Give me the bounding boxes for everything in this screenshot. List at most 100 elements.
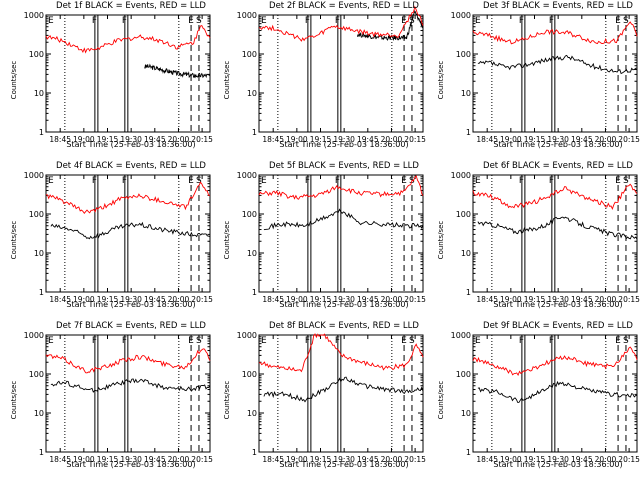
x-tick-label: 19:15 [310, 135, 332, 144]
events-series-line [477, 216, 638, 240]
x-tick-label: 18:45 [476, 455, 498, 464]
lld-series-line [258, 333, 424, 373]
y-axis-title: Counts/sec [223, 60, 231, 100]
chart-svg: 1 10 100 1000 18:45 19:00 19:15 19:30 19:45 20:00… [237, 5, 426, 144]
detector-panel: 1 10 100 1000 18:45 19:00 19:15 19:30 19:45 20:00… [213, 0, 426, 160]
chart-svg: 1 10 100 1000 18:45 19:00 19:15 19:30 19:45 20:00… [24, 331, 213, 464]
y-tick-label: 1 [39, 128, 44, 137]
x-axis-title: Start Time (25-Feb-03 18:36:00) [493, 140, 623, 149]
marker-label: E [475, 336, 481, 346]
lld-series-line [258, 175, 424, 200]
x-tick-label: 19:45 [357, 455, 379, 464]
chart-svg: 1 10 100 1000 18:45 19:00 19:15 19:30 19:45 20:00… [24, 11, 213, 144]
marker-label: E [261, 16, 267, 26]
marker-label: S [196, 176, 202, 186]
x-tick-label: 19:15 [524, 135, 546, 144]
chart-svg: 1 10 100 1000 18:45 19:00 19:15 19:30 19:45 20:00… [451, 331, 640, 464]
x-tick-label: 19:15 [310, 455, 332, 464]
y-axis-title: Counts/sec [10, 60, 18, 100]
chart-title: Det 1f BLACK = Events, RED = LLD [56, 1, 206, 11]
x-tick-label: 20:15 [618, 135, 640, 144]
x-tick-label: 19:45 [357, 295, 379, 304]
y-tick-label: 100 [242, 210, 257, 219]
marker-label: F [122, 16, 127, 26]
chart-svg: 1 10 100 1000 18:45 19:00 19:15 19:30 19:45 20:00… [451, 11, 640, 144]
x-tick-label: 20:15 [618, 455, 640, 464]
lld-series-line [258, 5, 424, 42]
x-axis-title: Start Time (25-Feb-03 18:36:00) [66, 300, 196, 309]
x-tick-label: 19:15 [310, 295, 332, 304]
y-tick-label: 1 [39, 288, 44, 297]
chart-title: Det 3f BLACK = Events, RED = LLD [483, 1, 633, 11]
x-tick-label: 20:15 [191, 455, 213, 464]
x-axis-title: Start Time (25-Feb-03 18:36:00) [493, 300, 623, 309]
detector-panel: 1 10 100 1000 18:45 19:00 19:15 19:30 19:45 20:00… [427, 0, 640, 160]
x-tick-label: 19:00 [500, 455, 522, 464]
lld-series-line [472, 21, 638, 45]
chart-svg: 1 10 100 1000 18:45 19:00 19:15 19:30 19:45 20:00… [237, 171, 426, 304]
lld-series-line [472, 346, 638, 376]
marker-label: E [188, 16, 194, 26]
chart-svg: 1 10 100 1000 18:45 19:00 19:15 19:30 19:45 20:00… [451, 171, 640, 304]
marker-label: F [92, 336, 97, 346]
x-axis-title: Start Time (25-Feb-03 18:36:00) [493, 460, 623, 469]
marker-label: F [549, 176, 554, 186]
x-axis-title: Start Time (25-Feb-03 18:36:00) [279, 460, 409, 469]
x-axis-title: Start Time (25-Feb-03 18:36:00) [279, 140, 409, 149]
events-series-line [263, 376, 424, 403]
x-axis-title: Start Time (25-Feb-03 18:36:00) [66, 460, 196, 469]
marker-label: F [549, 16, 554, 26]
x-tick-label: 20:00 [595, 295, 617, 304]
y-tick-label: 1000 [237, 171, 257, 180]
marker-label: S [196, 336, 202, 346]
x-tick-label: 19:00 [500, 295, 522, 304]
x-tick-label: 18:45 [49, 455, 71, 464]
y-tick-label: 100 [242, 50, 257, 59]
y-tick-label: 10 [34, 249, 44, 258]
marker-label: F [335, 16, 340, 26]
y-tick-label: 1 [466, 448, 471, 457]
events-series-line [144, 63, 211, 79]
x-tick-label: 18:45 [476, 295, 498, 304]
marker-label: F [122, 336, 127, 346]
x-tick-label: 20:15 [191, 135, 213, 144]
x-tick-label: 20:00 [381, 455, 403, 464]
x-tick-label: 19:30 [547, 295, 569, 304]
x-tick-label: 18:45 [49, 295, 71, 304]
y-tick-label: 100 [456, 210, 471, 219]
marker-label: F [122, 176, 127, 186]
marker-label: F [335, 176, 340, 186]
marker-label: F [519, 336, 524, 346]
marker-label: E [615, 176, 621, 186]
x-tick-label: 19:00 [286, 135, 308, 144]
x-tick-label: 20:15 [618, 295, 640, 304]
x-tick-label: 20:00 [168, 295, 190, 304]
lld-series-line [45, 25, 211, 54]
y-tick-label: 10 [247, 89, 257, 98]
marker-label: E [48, 176, 54, 186]
y-tick-label: 1 [252, 128, 257, 137]
y-tick-label: 1000 [237, 331, 257, 340]
events-series-line [477, 54, 638, 75]
x-tick-label: 19:15 [97, 295, 119, 304]
marker-label: E [188, 176, 194, 186]
y-tick-label: 100 [242, 370, 257, 379]
y-tick-label: 100 [29, 210, 44, 219]
y-axis-title: Counts/sec [10, 220, 18, 260]
y-tick-label: 1 [466, 128, 471, 137]
marker-label: F [92, 16, 97, 26]
x-tick-label: 19:30 [333, 135, 355, 144]
x-tick-label: 19:15 [524, 295, 546, 304]
marker-label: F [92, 176, 97, 186]
events-series-line [50, 378, 211, 393]
marker-label: E [475, 16, 481, 26]
x-tick-label: 19:15 [97, 135, 119, 144]
x-tick-label: 19:45 [144, 455, 166, 464]
x-axis-title: Start Time (25-Feb-03 18:36:00) [66, 140, 196, 149]
x-tick-label: 18:45 [262, 455, 284, 464]
x-tick-label: 19:30 [547, 455, 569, 464]
y-tick-label: 1 [39, 448, 44, 457]
x-tick-label: 19:15 [97, 455, 119, 464]
lld-series-line [45, 348, 211, 374]
marker-label: F [519, 176, 524, 186]
